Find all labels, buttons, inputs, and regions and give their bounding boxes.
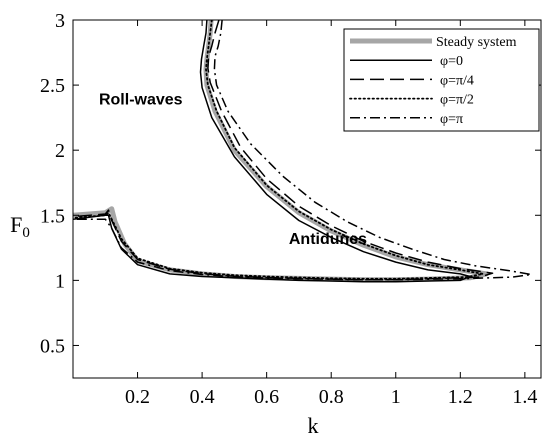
series-line-steady-system — [73, 20, 489, 283]
y-tick-label: 1.5 — [40, 205, 65, 227]
x-tick-label: 0.6 — [254, 386, 279, 408]
y-tick-label: 2 — [55, 140, 65, 162]
x-tick-label: 1.2 — [448, 386, 473, 408]
y-tick-label: 2.5 — [40, 75, 65, 97]
y-tick-label: 3 — [55, 10, 65, 32]
x-tick-label: 0.2 — [125, 386, 150, 408]
axis-labels: k F0 — [10, 212, 318, 438]
legend-entry-label: φ=π — [440, 112, 463, 127]
legend-entry-label: φ=0 — [440, 54, 463, 69]
axes: 0.2 0.4 0.6 0.8 1 1.2 1.4 0.5 1 1.5 2 2.5 3 — [40, 10, 542, 408]
y-tick-label: 0.5 — [40, 335, 65, 357]
series-line-phi-3 — [73, 20, 484, 280]
x-tick-label: 0.4 — [190, 386, 215, 408]
y-tick-label: 1 — [55, 270, 65, 292]
series-line-phi-2 — [73, 20, 494, 281]
plot-series — [73, 20, 533, 283]
x-axis-label: k — [308, 413, 319, 438]
plot-frame — [72, 19, 542, 379]
x-tick-label: 0.8 — [319, 386, 344, 408]
x-tick-label: 1 — [391, 386, 401, 408]
series-line-phi-4 — [73, 20, 533, 281]
y-axis-label: F0 — [10, 212, 30, 241]
legend: Steady system φ=0 φ=π/4 φ=π/2 φ=π — [343, 28, 540, 132]
legend-entry-label: Steady system — [436, 35, 517, 50]
annotation-antidunes: Antidunes — [289, 231, 367, 248]
legend-entry-label: φ=π/4 — [440, 73, 474, 88]
x-tick-label: 1.4 — [512, 386, 537, 408]
series-line-phi-1 — [73, 20, 471, 283]
legend-entry-label: φ=π/2 — [440, 93, 474, 108]
annotation-roll-waves: Roll-waves — [99, 92, 183, 109]
annotations: Roll-waves Antidunes — [99, 92, 367, 248]
